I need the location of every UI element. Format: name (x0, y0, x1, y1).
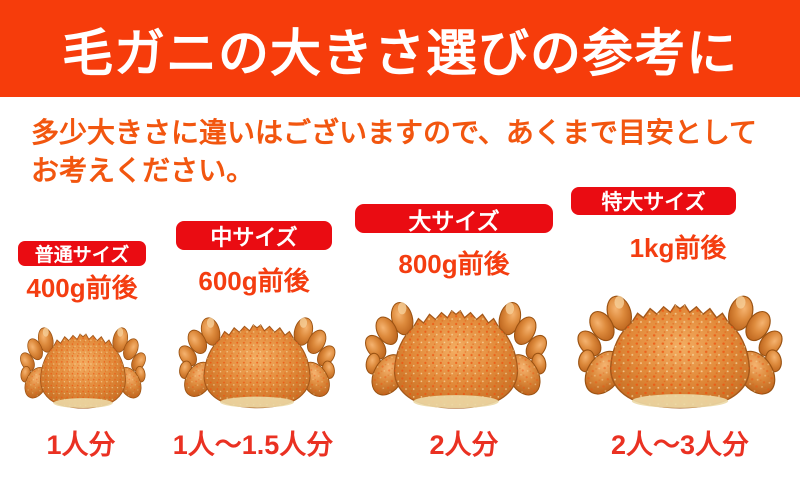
crab-image-medium (176, 308, 338, 411)
size-badge-extra-large: 特大サイズ (571, 187, 736, 215)
weight-label-normal: 400g前後 (26, 273, 138, 303)
crab-image-normal (18, 319, 148, 411)
serving-label-large: 2人分 (429, 430, 499, 460)
size-badge-normal: 普通サイズ (18, 241, 146, 266)
weight-label-medium: 600g前後 (198, 266, 310, 296)
crab-image-extra-large (574, 284, 786, 412)
intro-line-2: お考えください。 (31, 155, 255, 186)
weight-label-large: 800g前後 (398, 249, 510, 279)
intro-note: 多少大きさに違いはございますので、あくまで目安として お考えください。 (31, 114, 757, 190)
weight-label-extra-large: 1kg前後 (629, 233, 727, 263)
serving-label-extra-large: 2人〜3人分 (610, 430, 750, 460)
size-badge-large: 大サイズ (355, 204, 553, 234)
page-title: 毛ガニの大きさ選びの参考に (61, 24, 738, 82)
intro-line-1: 多少大きさに違いはございますので、あくまで目安として (31, 117, 758, 148)
header-banner: 毛ガニの大きさ選びの参考に (0, 0, 800, 97)
crab-image-large (362, 291, 550, 412)
serving-label-normal: 1人分 (46, 430, 116, 460)
size-badge-medium: 中サイズ (176, 221, 332, 250)
serving-label-medium: 1人〜1.5人分 (172, 430, 334, 460)
